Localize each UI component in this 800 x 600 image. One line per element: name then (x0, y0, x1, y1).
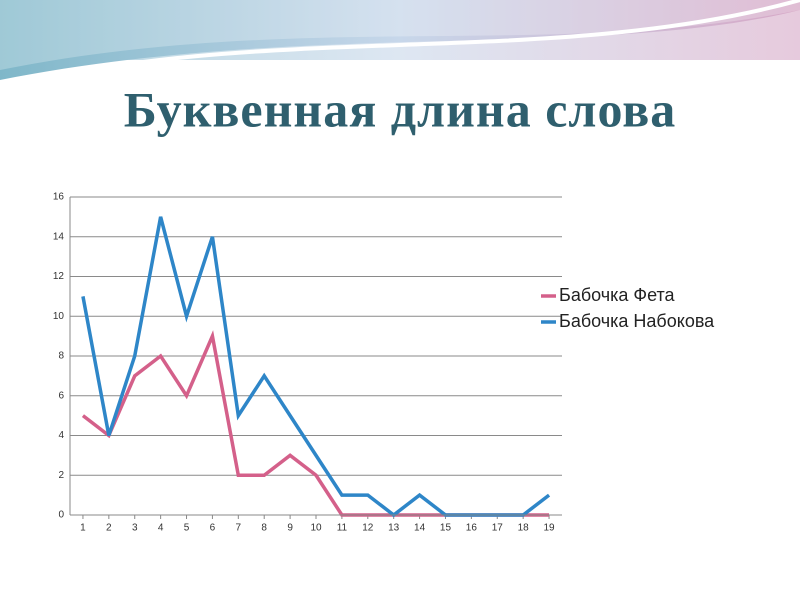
x-tick-label: 3 (132, 523, 138, 534)
series-line (81, 216, 551, 518)
y-tick-label: 12 (53, 271, 65, 282)
x-tick-label: 5 (184, 523, 190, 534)
chart-title: Буквенная длина слова (124, 81, 676, 137)
x-tick-label: 16 (466, 523, 478, 534)
x-tick-label: 11 (337, 523, 348, 534)
x-tick-label: 7 (236, 523, 242, 534)
y-tick-label: 4 (58, 430, 64, 441)
x-tick-label: 19 (543, 523, 555, 534)
y-tick-label: 16 (53, 192, 65, 203)
x-tick-label: 13 (388, 523, 400, 534)
legend-label: Бабочка Фета (559, 285, 676, 305)
x-tick-label: 9 (287, 523, 293, 534)
x-tick-label: 6 (210, 523, 216, 534)
header-decoration (0, 0, 800, 92)
series-line (81, 330, 550, 517)
legend-label: Бабочка Набокова (559, 311, 715, 331)
x-tick-label: 1 (80, 523, 86, 534)
x-tick-label: 17 (492, 523, 504, 534)
y-tick-label: 8 (58, 351, 64, 362)
x-tick-label: 18 (518, 523, 530, 534)
y-tick-label: 0 (58, 510, 64, 521)
y-tick-label: 6 (58, 390, 64, 401)
x-tick-label: 4 (158, 523, 164, 534)
x-tick-label: 12 (362, 523, 374, 534)
x-tick-label: 14 (414, 523, 426, 534)
x-tick-label: 15 (440, 523, 452, 534)
y-tick-label: 10 (53, 311, 65, 322)
x-tick-label: 8 (261, 523, 267, 534)
x-tick-label: 10 (310, 523, 322, 534)
x-tick-label: 2 (106, 523, 112, 534)
y-tick-label: 2 (58, 470, 64, 481)
y-tick-label: 14 (53, 231, 65, 242)
